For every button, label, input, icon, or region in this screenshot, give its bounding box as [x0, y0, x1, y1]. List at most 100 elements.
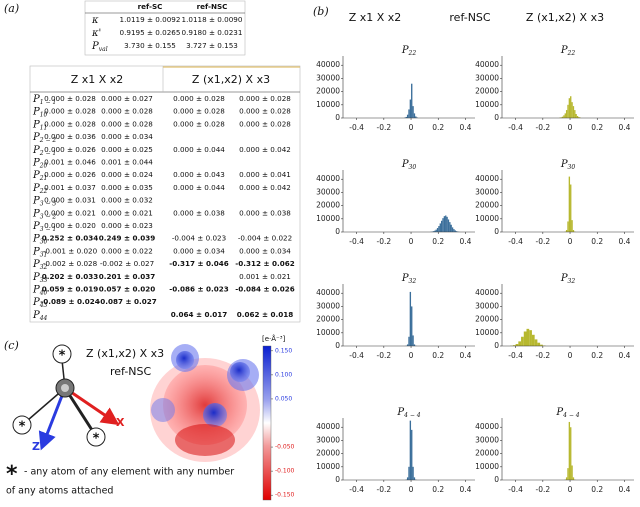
- row-label: P21: [32, 170, 47, 182]
- x-tick-label: -0.2: [377, 123, 392, 132]
- x-tick-label: -0.4: [349, 485, 364, 494]
- label-subscript: 31: [40, 251, 48, 258]
- histogram-bar: [571, 220, 573, 232]
- histogram-bar: [445, 215, 447, 232]
- x-tick-label: 0: [409, 123, 414, 132]
- label-subscript: 20: [39, 162, 48, 169]
- label-main: κ: [91, 15, 99, 26]
- histogram-bar: [568, 98, 571, 118]
- histogram-bar: [412, 466, 414, 480]
- table-cell: 0.000 ± 0.024: [101, 170, 153, 179]
- table-cell: 3.727 ± 0.153: [186, 41, 238, 50]
- table-cell: 0.059 ± 0.019: [42, 285, 99, 294]
- histogram-bar: [432, 231, 435, 232]
- y-tick-label: 40000: [475, 288, 499, 297]
- histogram-bar: [408, 336, 410, 346]
- diagram-title: Z (x1,x2) X x3: [86, 347, 164, 360]
- panel-label: (c): [4, 339, 19, 352]
- x-tick-label: -0.4: [508, 123, 523, 132]
- histogram-bar: [450, 224, 452, 232]
- title-subscript: 32: [409, 278, 417, 285]
- histogram-bar: [405, 116, 407, 118]
- table-cell: 1.0119 ± 0.0092: [120, 15, 181, 24]
- table-cell: -0.317 ± 0.046: [169, 259, 228, 268]
- histogram-bar: [565, 477, 568, 480]
- table-cell: -0.089 ± 0.024: [40, 297, 99, 306]
- title-subscript: 22: [567, 50, 576, 57]
- label-main: P: [32, 233, 40, 244]
- histogram-bar: [453, 229, 455, 232]
- chart-title: P30: [560, 159, 576, 171]
- table-cell: 3.730 ± 0.155: [124, 41, 176, 50]
- x-tick-label: -0.4: [349, 123, 364, 132]
- table-cell: 0.000 ± 0.022: [101, 246, 153, 255]
- histogram-bar: [411, 83, 413, 118]
- x-tick-label: 0: [568, 123, 573, 132]
- substituent: *: [93, 432, 100, 447]
- histogram-bar: [455, 231, 458, 232]
- y-tick-label: 20000: [316, 87, 340, 96]
- table-cell: -0.004 ± 0.023: [172, 234, 226, 243]
- title-main: P: [555, 407, 563, 418]
- table-cell: 0.000 ± 0.028: [44, 107, 96, 116]
- diagram-subtitle: ref-NSC: [110, 365, 151, 378]
- label-main: P: [32, 246, 40, 257]
- row-label: P33: [32, 271, 48, 283]
- row-label: P3 − 1: [32, 221, 56, 233]
- title-main: P: [401, 159, 409, 170]
- histogram-bar: [563, 115, 565, 118]
- histogram-bar: [529, 330, 532, 346]
- histogram-bar: [409, 420, 412, 480]
- substituent: *: [59, 349, 66, 364]
- table-cell: 0.057 ± 0.020: [99, 285, 156, 294]
- x-tick-label: 0.4: [460, 351, 472, 360]
- x-tick-label: -0.4: [349, 237, 364, 246]
- histogram-bar: [515, 344, 519, 346]
- table-cell: 0.001 ± 0.021: [239, 272, 291, 281]
- table-cell: -0.086 ± 0.023: [169, 285, 228, 294]
- y-tick-label: 0: [494, 113, 499, 122]
- histogram-bar: [567, 221, 569, 232]
- label-main: P: [32, 182, 40, 193]
- histogram-bar: [454, 230, 456, 232]
- title-main: P: [396, 407, 404, 418]
- label-main: P: [32, 221, 40, 232]
- y-tick-label: 30000: [475, 187, 499, 196]
- histogram-bar: [447, 219, 450, 232]
- y-tick-label: 0: [335, 227, 340, 236]
- x-tick-label: -0.4: [508, 485, 523, 494]
- row-label: P44: [32, 309, 48, 321]
- histogram-bar: [451, 227, 454, 232]
- histogram-bar: [570, 96, 572, 118]
- histogram-bar: [406, 344, 409, 346]
- histogram-bar: [570, 184, 572, 232]
- histogram-bar: [531, 334, 535, 346]
- label-subscript: 32: [40, 264, 48, 271]
- label-subscript: 3 − 3: [40, 200, 57, 207]
- chart-title: P32: [560, 273, 576, 285]
- label-subscript: 2 − 1: [39, 149, 56, 156]
- histogram-bar: [446, 216, 448, 232]
- histogram-bar: [415, 116, 417, 118]
- label-subscript: 11: [40, 124, 48, 131]
- note-text: - any atom of any element with any numbe…: [24, 467, 234, 478]
- histogram-bar: [576, 116, 579, 118]
- histogram-bar: [409, 99, 412, 118]
- chart-title: P22: [401, 45, 417, 57]
- y-tick-label: 20000: [316, 449, 340, 458]
- table-cell: 0.000 ± 0.026: [44, 170, 96, 179]
- histogram-bar: [412, 335, 414, 346]
- x-tick-label: 0.4: [460, 123, 472, 132]
- y-tick-label: 30000: [316, 187, 340, 196]
- column-header: Z (x1,x2) X x3: [192, 73, 270, 86]
- y-tick-label: 20000: [316, 201, 340, 210]
- molecule: [12, 344, 120, 451]
- x-tick-label: -0.2: [536, 123, 551, 132]
- density-map: [150, 344, 260, 462]
- label-main: P: [32, 284, 40, 295]
- row-label: P2 − 1: [32, 144, 56, 156]
- note-text: of any atoms attached: [6, 486, 113, 497]
- table-frame: [29, 65, 301, 323]
- y-tick-label: 40000: [316, 288, 340, 297]
